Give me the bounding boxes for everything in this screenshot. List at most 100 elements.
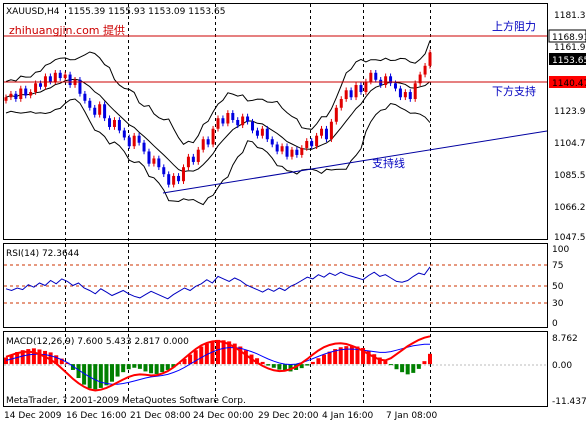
candle-body — [117, 119, 121, 131]
candle-body — [211, 128, 215, 145]
candle-body — [196, 149, 200, 162]
rsi-tick: 50 — [552, 282, 564, 292]
candle-body — [418, 74, 422, 84]
candle-body — [423, 65, 427, 75]
macd-bar — [227, 341, 232, 365]
macd-bar — [54, 355, 59, 365]
macd-bar — [400, 364, 405, 373]
candle-body — [112, 119, 116, 127]
macd-bar — [154, 364, 159, 374]
candle-body — [19, 88, 23, 100]
macd-bar — [193, 350, 198, 365]
candle-body — [310, 140, 314, 147]
trendline[interactable] — [162, 130, 548, 194]
candle-body — [14, 93, 18, 100]
macd-bar — [132, 364, 137, 368]
candle-body — [285, 146, 289, 157]
macd-bar — [333, 349, 338, 365]
macd-bar — [361, 347, 366, 365]
candle-body — [48, 76, 52, 82]
current-price-box — [549, 53, 586, 65]
price-tick: 1066.20 — [554, 203, 586, 213]
candle-body — [177, 175, 181, 182]
price-tick: 1161.90 — [554, 43, 586, 53]
resistance-annotation: 上方阻力 — [492, 19, 536, 33]
candle-body — [384, 76, 388, 86]
candle-body — [206, 139, 210, 145]
macd-main-line — [5, 335, 431, 392]
macd-bar — [405, 364, 410, 375]
rsi-line — [5, 266, 431, 300]
candle-body — [364, 81, 368, 93]
candle-body — [295, 149, 299, 155]
macd-bar — [282, 364, 287, 371]
time-tick: 29 Dec 20:00 — [258, 411, 319, 421]
macd-bar — [422, 361, 427, 365]
candle-body — [280, 146, 284, 152]
macd-bar — [59, 358, 64, 365]
candle-body — [226, 113, 230, 124]
candle-body — [216, 118, 220, 129]
macd-bar — [143, 364, 148, 372]
macd-bar — [388, 364, 393, 366]
candle-body — [324, 128, 328, 140]
candle-body — [290, 149, 294, 157]
candle-body — [354, 85, 358, 98]
macd-bar — [20, 350, 25, 365]
macd-bar — [338, 347, 343, 365]
macd-bar — [188, 354, 193, 365]
price-pane[interactable] — [3, 3, 548, 240]
candle-body — [393, 83, 397, 89]
macd-bar — [199, 346, 204, 365]
candle-body — [63, 74, 67, 79]
candle-body — [374, 72, 378, 80]
candle-body — [349, 90, 353, 98]
rsi-tick: 75 — [552, 261, 563, 271]
candle-body — [137, 135, 141, 143]
macd-bar — [115, 364, 120, 377]
candle-body — [122, 130, 126, 138]
macd-bar — [238, 346, 243, 365]
macd-tick: 8.762 — [552, 334, 578, 344]
macd-bar — [70, 364, 75, 370]
time-tick: 7 Jan 08:00 — [386, 411, 438, 421]
macd-bar — [266, 364, 271, 366]
candle-body — [127, 137, 131, 147]
macd-bar — [288, 364, 293, 372]
macd-bar — [160, 364, 165, 373]
symbol-header: XAUUSD,H4 — [6, 7, 60, 17]
time-tick: 14 Dec 2009 — [4, 411, 62, 421]
macd-bar — [316, 358, 321, 365]
macd-bar — [383, 360, 388, 365]
price-tick: 1181.35 — [554, 11, 586, 21]
support-price-box — [549, 76, 586, 88]
candle-body — [4, 97, 8, 101]
macd-label: MACD(12,26,9) 7.600 5.433 2.817 0.000 — [6, 337, 189, 347]
macd-bar — [299, 364, 304, 369]
rsi-tick: 0 — [552, 319, 558, 329]
rsi-levels — [4, 264, 547, 304]
candle-body — [88, 100, 92, 108]
macd-bar — [98, 364, 103, 388]
candle-body — [246, 116, 250, 122]
candle-body — [157, 158, 161, 168]
time-axis: 14 Dec 2009 16 Dec 16:00 21 Dec 08:00 24… — [4, 411, 438, 421]
candle-body — [329, 121, 333, 140]
candle-body — [221, 118, 225, 124]
macd-bar — [76, 364, 81, 379]
candle-body — [152, 158, 156, 164]
macd-bar — [149, 364, 154, 374]
candle-body — [236, 119, 240, 126]
macd-bar — [260, 361, 265, 365]
candle-body — [339, 99, 343, 108]
candle-body — [344, 90, 348, 100]
resistance-price-label — [548, 29, 586, 43]
candle-body — [83, 93, 87, 101]
macd-bar — [394, 364, 399, 370]
macd-bar — [31, 348, 36, 365]
macd-bar — [37, 349, 42, 365]
time-tick: 24 Dec 00:00 — [193, 411, 254, 421]
candle-body — [24, 88, 28, 96]
price-tick: 1085.55 — [554, 171, 586, 181]
